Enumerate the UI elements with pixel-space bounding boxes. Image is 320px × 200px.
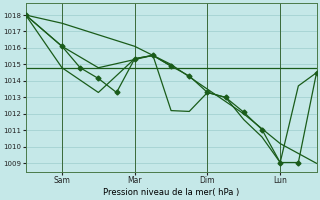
X-axis label: Pression niveau de la mer( hPa ): Pression niveau de la mer( hPa ) — [103, 188, 239, 197]
